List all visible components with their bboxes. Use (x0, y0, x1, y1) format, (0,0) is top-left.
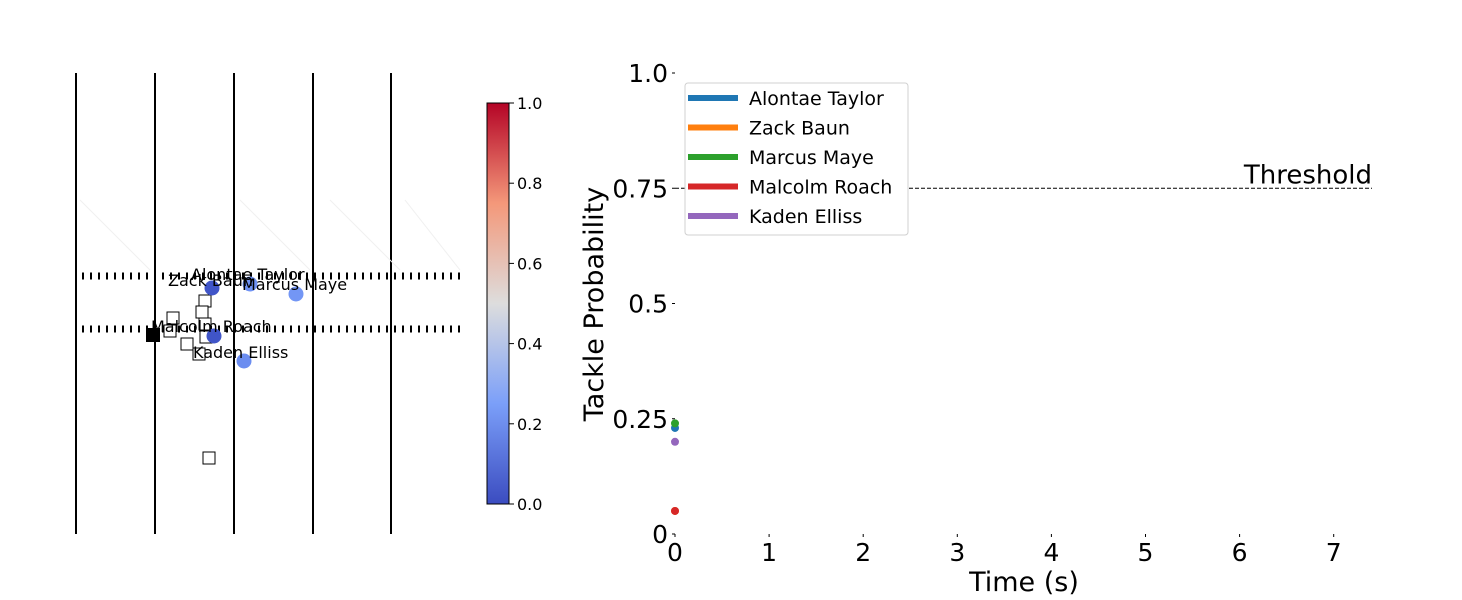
x-tick-label: 3 (949, 538, 965, 567)
defender-label: Marcus Maye (242, 275, 347, 294)
y-tick-label: 0.25 (612, 405, 668, 434)
defender-label: Alontae Taylor (191, 265, 305, 284)
defender-marker (236, 353, 252, 369)
x-tick-label: 1 (761, 538, 777, 567)
y-tick-label: 0 (652, 520, 668, 549)
x-axis-label: Time (s) (968, 567, 1079, 598)
colorbar: 0.0 0.2 0.4 0.6 0.8 1.0 (486, 94, 542, 514)
y-tick-label: 0.5 (628, 290, 668, 319)
offense-player-marker (180, 337, 194, 351)
y-tick-label: 0.75 (612, 174, 668, 203)
x-tick-label: 4 (1043, 538, 1059, 567)
probability-point (671, 437, 679, 446)
x-tick-label: 6 (1232, 538, 1248, 567)
legend-items: Alontae Taylor Zack Baun Marcus Maye Malcol… (688, 88, 892, 228)
colorbar-tick-label: 0.4 (517, 335, 542, 354)
probability-axes: 0 1 2 3 4 5 6 7 0 0.25 0.5 0.75 1.0 (612, 59, 1341, 567)
offense-player-marker (198, 294, 212, 308)
colorbar-tick-label: 0.6 (517, 254, 542, 273)
defender-marker (288, 286, 304, 302)
defender-label: Kaden Elliss (193, 343, 288, 362)
colorbar-gradient (486, 102, 510, 505)
offense-player-marker (166, 311, 180, 325)
legend-label: Marcus Maye (749, 147, 874, 169)
y-tick-label: 1.0 (628, 59, 668, 88)
x-tick-label: 7 (1326, 538, 1342, 567)
y-axis-label: Tackle Probability (579, 187, 610, 422)
legend-label: Malcolm Roach (749, 177, 892, 199)
defender-markers (204, 276, 304, 369)
colorbar-ticks: 0.0 0.2 0.4 0.6 0.8 1.0 (509, 94, 542, 514)
colorbar-tick-label: 0.8 (517, 174, 542, 193)
colorbar-tick-label: 0.0 (517, 495, 542, 514)
defender-label: Zack Baun (168, 271, 253, 290)
probability-panel: 0 1 2 3 4 5 6 7 0 0.25 0.5 0.75 1.0 Threshold Time (… (579, 59, 1372, 598)
legend-label: Zack Baun (749, 118, 850, 140)
offense-markers (163, 294, 216, 465)
legend-label: Kaden Elliss (749, 206, 862, 228)
legend-label: Alontae Taylor (749, 88, 884, 110)
colorbar-tick-label: 0.2 (517, 415, 542, 434)
offense-player-marker (202, 451, 216, 465)
ball-carrier-marker (146, 328, 160, 342)
probability-points (671, 419, 679, 515)
defender-marker (242, 276, 258, 292)
defender-label: Malcolm Roach (151, 317, 272, 336)
offense-player-marker (192, 347, 206, 361)
colorbar-tick-label: 1.0 (517, 94, 542, 113)
probability-point (671, 506, 679, 515)
defender-marker (206, 328, 222, 344)
threshold-label: Threshold (1243, 160, 1372, 190)
legend-box (684, 82, 909, 236)
x-tick-label: 0 (667, 538, 683, 567)
yard-lines (75, 73, 392, 534)
x-tick-label: 2 (855, 538, 871, 567)
x-tick-label: 5 (1138, 538, 1154, 567)
faint-diagonals (79, 199, 461, 271)
offense-player-marker (163, 324, 177, 338)
offense-player-marker (198, 317, 212, 331)
legend: Alontae Taylor Zack Baun Marcus Maye Malcol… (684, 82, 909, 236)
defender-marker (204, 280, 220, 296)
probability-point (671, 419, 679, 428)
